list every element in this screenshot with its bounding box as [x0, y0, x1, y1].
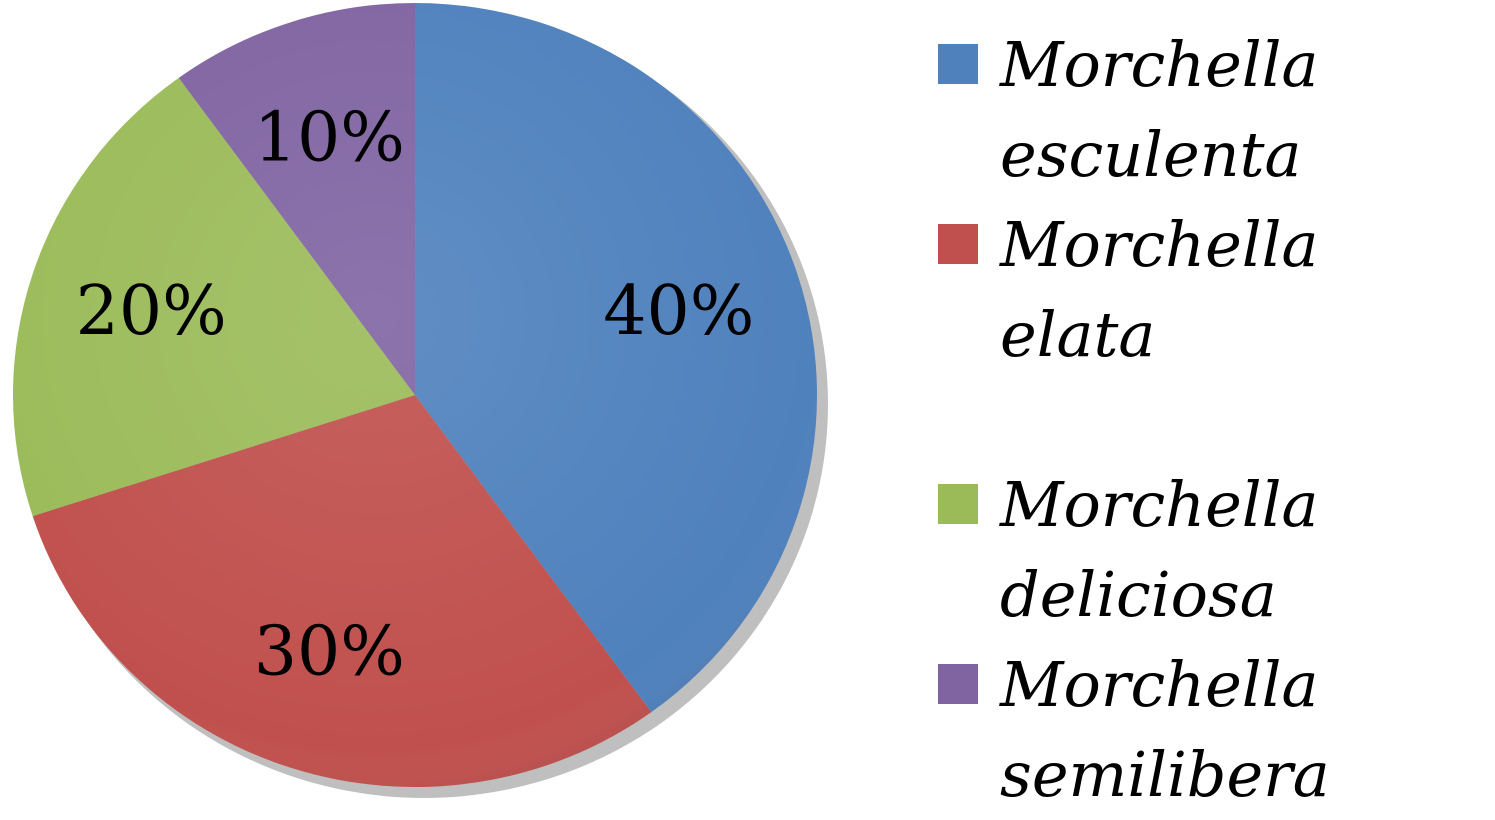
legend: Morchella esculenta Morchella elata Morc… [938, 20, 1493, 820]
legend-label-elata: Morchella elata [1000, 208, 1319, 371]
legend-swatch-semilibera [938, 664, 978, 704]
pie-slice-label-3: 10% [254, 98, 405, 177]
pie-slice-label-2: 20% [76, 272, 227, 351]
pie-slice-label-1: 30% [254, 613, 405, 692]
legend-item-esculenta: Morchella esculenta [938, 20, 1493, 200]
legend-item-deliciosa: Morchella deliciosa [938, 460, 1493, 640]
pie-sheen [13, 3, 817, 787]
legend-label-semilibera: Morchella semilibera [1000, 648, 1330, 811]
legend-item-elata: Morchella elata [938, 200, 1493, 380]
pie-labels: 40% 30% 20% 10% [76, 98, 755, 691]
legend-label-deliciosa: Morchella deliciosa [1000, 468, 1319, 631]
legend-swatch-deliciosa [938, 484, 978, 524]
legend-swatch-elata [938, 224, 978, 264]
legend-label-esculenta: Morchella esculenta [1000, 28, 1319, 191]
legend-swatch-esculenta [938, 44, 978, 84]
legend-item-semilibera: Morchella semilibera [938, 640, 1493, 820]
pie-slice-label-0: 40% [603, 272, 754, 351]
